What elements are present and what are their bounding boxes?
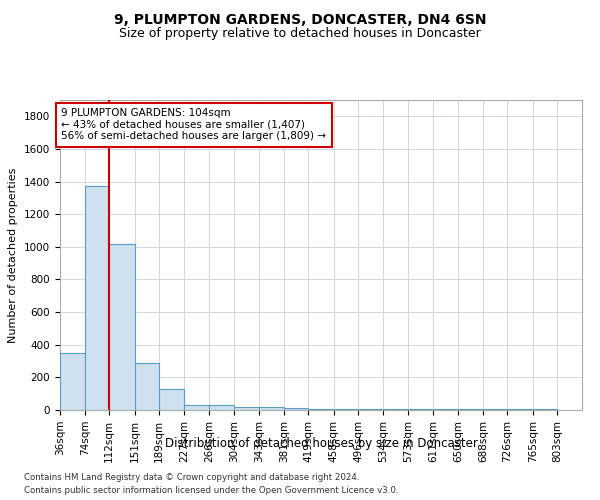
Y-axis label: Number of detached properties: Number of detached properties <box>8 168 19 342</box>
Text: Contains HM Land Registry data © Crown copyright and database right 2024.: Contains HM Land Registry data © Crown c… <box>24 472 359 482</box>
Bar <box>159 389 184 410</box>
Bar <box>234 406 259 410</box>
Bar <box>508 409 533 410</box>
Bar <box>458 409 483 410</box>
Text: Contains public sector information licensed under the Open Government Licence v3: Contains public sector information licen… <box>24 486 398 495</box>
Bar <box>533 409 557 410</box>
Bar <box>134 362 159 410</box>
Bar <box>109 244 134 410</box>
Bar <box>358 409 383 410</box>
Text: 9, PLUMPTON GARDENS, DONCASTER, DN4 6SN: 9, PLUMPTON GARDENS, DONCASTER, DN4 6SN <box>114 12 486 26</box>
Text: Distribution of detached houses by size in Doncaster: Distribution of detached houses by size … <box>164 438 478 450</box>
Bar <box>483 409 508 410</box>
Bar <box>284 408 308 410</box>
Bar <box>60 353 85 410</box>
Bar <box>408 409 433 410</box>
Bar <box>85 186 109 410</box>
Bar <box>184 405 209 410</box>
Bar <box>308 409 334 410</box>
Text: Size of property relative to detached houses in Doncaster: Size of property relative to detached ho… <box>119 28 481 40</box>
Text: 9 PLUMPTON GARDENS: 104sqm
← 43% of detached houses are smaller (1,407)
56% of s: 9 PLUMPTON GARDENS: 104sqm ← 43% of deta… <box>61 108 326 142</box>
Bar <box>209 405 234 410</box>
Bar <box>259 406 284 410</box>
Bar <box>383 409 408 410</box>
Bar <box>433 409 458 410</box>
Bar <box>334 409 358 410</box>
